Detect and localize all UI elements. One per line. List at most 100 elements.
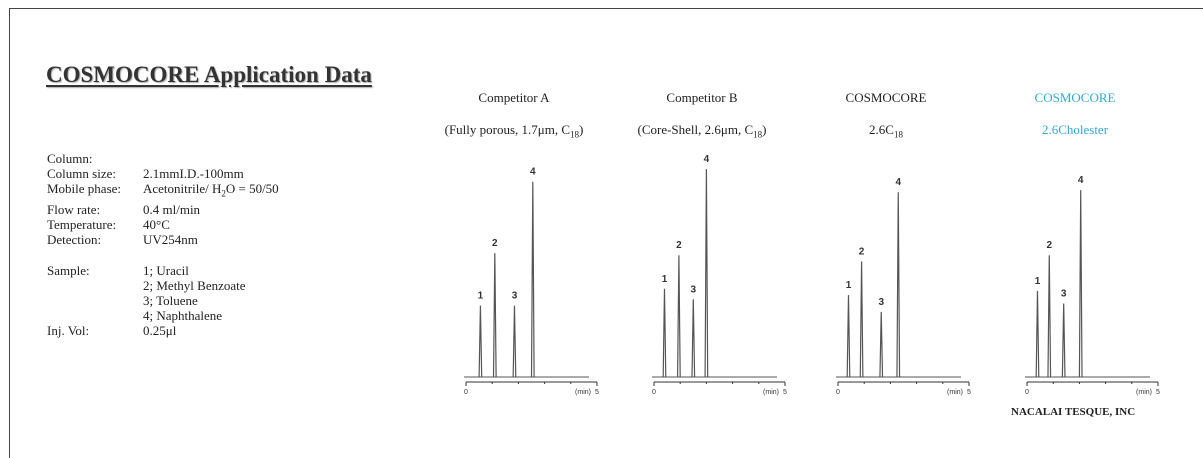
panel-heading: COSMOCORE	[1034, 90, 1116, 105]
x-tick-label: 5	[1156, 389, 1160, 396]
column-size-row: Column size: 2.1mmI.D.-100mm	[47, 166, 279, 181]
peak-label: 2	[859, 247, 865, 258]
x-tick-label: 5	[595, 389, 599, 396]
flow-rate-value: 0.4 ml/min	[143, 201, 201, 217]
chromatogram-peak	[512, 305, 517, 378]
panel-heading: COSMOCORE	[845, 90, 927, 105]
chromatogram-chart: 0 5 (min) 1 2 3 4	[1025, 175, 1160, 396]
peak-label: 4	[530, 167, 536, 178]
sample-row: Sample: 1; Uracil	[47, 263, 279, 278]
peak-label: 1	[846, 280, 852, 291]
peak-label: 2	[676, 240, 682, 251]
page-frame	[9, 8, 1203, 458]
panel-sub-text: (Core-Shell, 2.6μm, C	[637, 122, 754, 137]
company-footer: NACALAI TESQUE, INC	[1011, 406, 1136, 418]
chromatogram-peak	[662, 288, 667, 378]
chromatogram-peak	[492, 253, 497, 378]
mobile-phase-subscript: 2	[221, 188, 226, 199]
x-tick-label: 5	[967, 389, 971, 396]
x-tick-label: 0	[652, 389, 656, 396]
x-tick-label: 0	[464, 389, 468, 396]
panel-heading: Competitor B	[666, 90, 738, 105]
peak-label: 4	[895, 177, 901, 188]
chromatogram-peak	[478, 305, 483, 378]
chromatogram-panel-cosmocore-cholester: COSMOCORE 2.6Cholester 0 5 (min) 1 2 3 4	[980, 90, 1170, 425]
chromatogram-panel-competitor-b: Competitor B (Core-Shell, 2.6μm, C18) 0 5…	[607, 90, 797, 425]
chromatogram-peak	[691, 299, 696, 378]
temperature-row: Temperature: 40°C	[47, 217, 279, 232]
sample-item: 3; Toluene	[143, 292, 198, 308]
panel-sub-subscript: 18	[753, 129, 763, 140]
peak-label: 3	[691, 284, 697, 295]
temperature-label: Temperature:	[47, 216, 117, 232]
panel-sub-text: 2.6C	[869, 122, 894, 137]
page-title: COSMOCORE Application Data	[46, 62, 372, 87]
x-axis-unit: (min)	[763, 389, 779, 396]
chromatogram-peak	[704, 169, 709, 378]
flow-rate-row: Flow rate: 0.4 ml/min	[47, 202, 279, 217]
chromatogram-chart: 0 5 (min) 1 2 3 4	[652, 154, 787, 396]
x-axis-unit: (min)	[947, 389, 963, 396]
panel-sub-text: (Fully porous, 1.7μm, C	[444, 122, 571, 137]
sample-item: 2; Methyl Benzoate	[143, 277, 246, 293]
chromatogram-panel-cosmocore-c18: COSMOCORE 2.6C18 0 5 (min) 1 2 3 4	[791, 90, 981, 425]
x-tick-label: 0	[1025, 389, 1029, 396]
chromatogram-chart: 0 5 (min) 1 2 3 4	[464, 167, 599, 396]
panel-sub-text: 2.6Cholester	[1041, 122, 1109, 137]
panel-subheading: 2.6Cholester	[980, 122, 1170, 140]
mobile-phase-label: Mobile phase:	[47, 181, 122, 196]
panel-subheading: (Fully porous, 1.7μm, C18)	[419, 122, 609, 140]
panel-sub-close: )	[579, 122, 584, 137]
panel-subheading: (Core-Shell, 2.6μm, C18)	[607, 122, 797, 140]
flow-rate-label: Flow rate:	[47, 201, 101, 217]
column-size-label: Column size:	[47, 166, 116, 181]
x-axis-unit: (min)	[1136, 389, 1152, 396]
sample-item: 4; Naphthalene	[143, 307, 223, 323]
column-size-value: 2.1mmI.D.-100mm	[143, 166, 244, 181]
chromatogram-peak	[896, 192, 901, 378]
chromatogram-peak	[846, 295, 851, 378]
chromatogram-peak	[859, 261, 864, 378]
panel-subheading: 2.6C18	[791, 122, 981, 140]
x-tick-label: 0	[836, 389, 840, 396]
conditions-block: Column: Column size: 2.1mmI.D.-100mm Mobi…	[47, 151, 279, 338]
chromatogram-peak	[1061, 303, 1066, 378]
panel-heading: Competitor A	[478, 90, 550, 105]
mobile-phase-part-a: Acetonitrile/ H	[143, 181, 222, 196]
mobile-phase-row: Mobile phase: Acetonitrile/ H2O = 50/50	[47, 181, 279, 202]
peak-label: 1	[1035, 276, 1041, 287]
panel-sub-subscript: 18	[893, 129, 903, 140]
temperature-value: 40°C	[143, 216, 170, 232]
peak-label: 1	[662, 274, 668, 285]
panel-sub-close: )	[762, 122, 767, 137]
peak-label: 1	[478, 291, 484, 302]
peak-label: 2	[1046, 240, 1052, 251]
chromatogram-panel-competitor-a: Competitor A (Fully porous, 1.7μm, C18) …	[419, 90, 609, 425]
peak-label: 4	[1078, 175, 1084, 186]
mobile-phase-value: Acetonitrile/ H2O = 50/50	[143, 181, 279, 202]
chromatogram-chart: 0 5 (min) 1 2 3 4	[836, 177, 971, 396]
detection-label: Detection:	[47, 231, 102, 247]
chromatogram-peak	[879, 311, 884, 378]
detection-row: Detection: UV254nm	[47, 232, 279, 247]
peak-label: 3	[878, 297, 884, 308]
chromatogram-peak	[530, 181, 535, 378]
chromatogram-peak	[1078, 190, 1083, 378]
chromatogram-peak	[1035, 290, 1040, 378]
sample-label: Sample:	[47, 262, 90, 278]
chromatogram-peak	[1047, 255, 1052, 378]
column-label: Column:	[47, 151, 93, 166]
x-axis-unit: (min)	[575, 389, 591, 396]
detection-value: UV254nm	[143, 231, 198, 247]
panel-sub-subscript: 18	[570, 129, 580, 140]
peak-label: 3	[1061, 289, 1067, 300]
chromatogram-peak	[676, 255, 681, 378]
peak-label: 4	[704, 154, 710, 165]
sample-item: 1; Uracil	[143, 262, 189, 278]
peak-label: 3	[512, 291, 518, 302]
x-tick-label: 5	[783, 389, 787, 396]
inj-vol-label: Inj. Vol:	[47, 322, 90, 338]
column-row: Column:	[47, 151, 279, 166]
inj-vol-row: Inj. Vol: 0.25μl	[47, 323, 279, 338]
peak-label: 2	[492, 238, 498, 249]
